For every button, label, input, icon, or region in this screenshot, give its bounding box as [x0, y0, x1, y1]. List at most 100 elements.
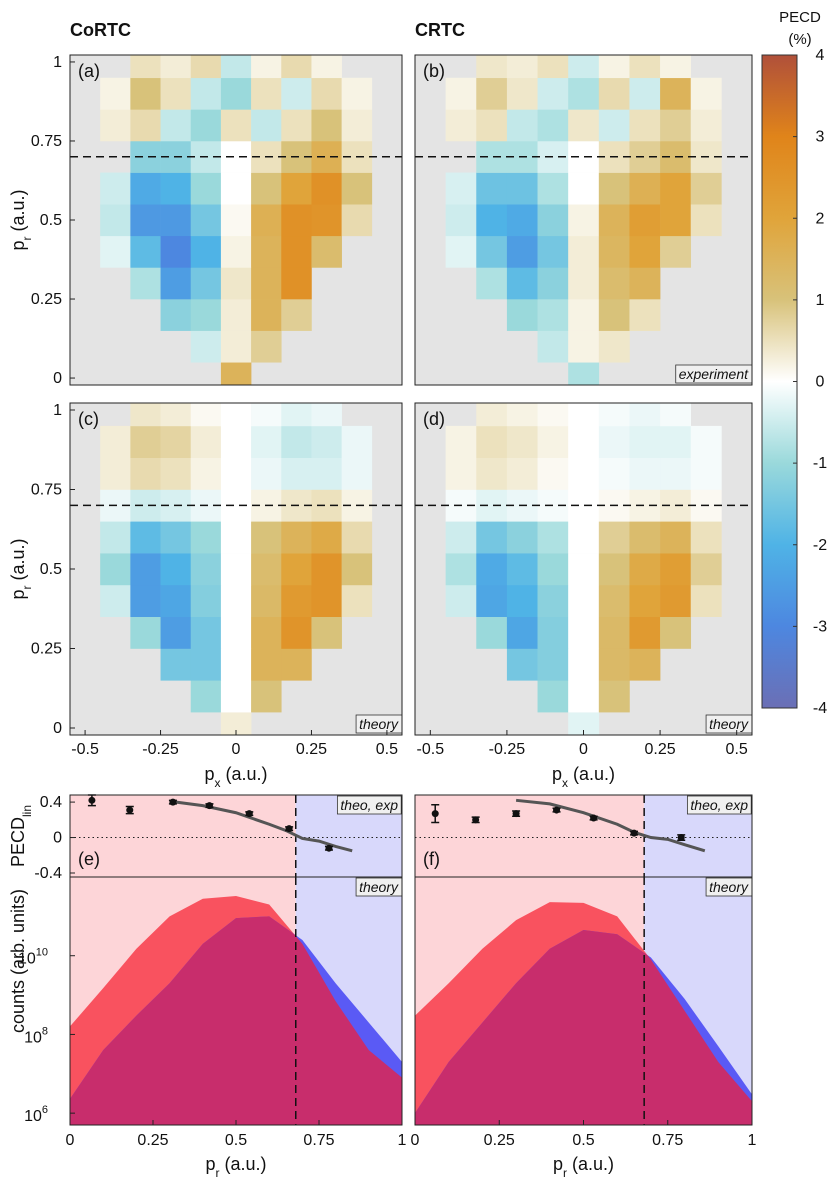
- heatmap-cell: [537, 521, 569, 554]
- x-tick-label: -0.5: [71, 741, 99, 758]
- axes-frame: [69, 876, 403, 1126]
- heatmap-cell: [220, 648, 252, 681]
- data-point: [677, 834, 685, 842]
- heatmap-cell: [476, 109, 508, 142]
- y-tick-label: 0.4: [40, 794, 62, 811]
- axis-label: px (a.u.): [552, 764, 615, 790]
- heatmap-cell: [130, 55, 161, 79]
- heatmap-cells: [445, 55, 722, 385]
- heatmap-cell: [598, 109, 630, 142]
- heatmap-cell: [506, 403, 538, 427]
- heatmap-cell: [690, 204, 722, 237]
- heatmap-cell: [190, 457, 222, 490]
- y-tick-label: 1: [53, 54, 62, 71]
- heatmap-cell: [506, 616, 538, 649]
- heatmap-cell: [445, 425, 477, 458]
- x-tick-label: 0.5: [376, 741, 398, 758]
- x-tick-label: 0.75: [652, 1132, 683, 1149]
- heatmap-cell: [598, 55, 630, 79]
- heatmap-cell: [251, 55, 282, 79]
- heatmap-cell: [251, 299, 282, 331]
- axis-label-sub: x: [562, 776, 568, 790]
- heatmap-cell: [568, 172, 600, 205]
- heatmap-cell: [568, 204, 600, 237]
- heatmap-cell: [130, 489, 161, 522]
- axis-label-sub: x: [215, 776, 221, 790]
- heatmap-cell: [506, 457, 538, 490]
- heatmap-cell: [281, 584, 312, 618]
- panel-tag: theory: [359, 716, 399, 732]
- heatmap-cell: [281, 457, 312, 490]
- heatmap-cell: [190, 680, 222, 713]
- data-point: [205, 802, 213, 810]
- heatmap-cell: [220, 235, 252, 268]
- data-point: [472, 816, 480, 824]
- heatmap-cell: [220, 553, 252, 586]
- heatmap-cell: [506, 299, 538, 331]
- heatmap-cell: [281, 267, 312, 300]
- panel-tag: theory: [709, 716, 749, 732]
- heatmap-cell: [281, 299, 312, 331]
- heatmap-cell: [445, 553, 477, 586]
- heatmap-cell: [220, 267, 252, 300]
- heatmap-cell: [598, 330, 630, 363]
- heatmap-cell: [506, 553, 538, 586]
- panel-label: (d): [423, 409, 445, 429]
- colorbar: [761, 54, 798, 709]
- x-tick-label: 0.25: [137, 1132, 168, 1149]
- axis-label-part: counts (arb. units): [8, 889, 28, 1033]
- heatmap-cell: [160, 521, 192, 554]
- axes-frame: [414, 402, 753, 736]
- heatmap-cell: [476, 267, 508, 300]
- y-tick-label: 0: [53, 830, 62, 847]
- heatmap-cell: [311, 425, 342, 458]
- heatmap-cell: [537, 330, 569, 363]
- region-low: [415, 795, 645, 877]
- y-tick-label: 0.25: [31, 641, 62, 658]
- heatmap-cell: [281, 403, 312, 427]
- x-tick-label: 0: [232, 741, 241, 758]
- axis-label-sub: r: [20, 586, 34, 590]
- areas: [415, 902, 752, 1125]
- heatmap-cell: [160, 235, 192, 268]
- heatmap-cell: [160, 109, 192, 142]
- y-tick-label: 1010: [18, 947, 48, 968]
- heatmap-cell: [190, 521, 222, 554]
- heatmap-cell: [506, 204, 538, 237]
- heatmap-cell: [476, 204, 508, 237]
- x-tick-label: 0.25: [645, 741, 676, 758]
- heatmap-cell: [341, 425, 373, 458]
- heatmap-cell: [251, 172, 282, 205]
- heatmap-cell: [311, 616, 342, 649]
- axis-label: pr (a.u.): [8, 538, 34, 599]
- heatmap-cell: [629, 616, 661, 649]
- panel-label: (b): [423, 61, 445, 81]
- heatmap-cell: [281, 425, 312, 458]
- heatmap-cell: [537, 616, 569, 649]
- x-tick-label: -0.5: [417, 741, 445, 758]
- y-tick-label: 108: [24, 1025, 48, 1046]
- heatmap-cell: [445, 521, 477, 554]
- heatmap-cell: [445, 204, 477, 237]
- heatmap-cell: [220, 712, 252, 735]
- heatmap-cell: [445, 584, 477, 618]
- panel-label: (a): [78, 61, 100, 81]
- heatmap-cell: [251, 457, 282, 490]
- heatmap-cell: [660, 584, 692, 618]
- heatmap-cell: [190, 330, 222, 363]
- y-tick-label: 1: [53, 402, 62, 419]
- heatmap-cell: [568, 267, 600, 300]
- heatmap-cell: [598, 172, 630, 205]
- x-tick-label: 0: [579, 741, 588, 758]
- heatmap-cell: [598, 584, 630, 618]
- region-low: [70, 795, 296, 877]
- heatmap-cell: [341, 204, 373, 237]
- panel-tag: theo, exp: [340, 797, 398, 813]
- heatmap-cell: [251, 648, 282, 681]
- column-title: CoRTC: [70, 20, 131, 40]
- heatmap-cell: [311, 553, 342, 586]
- heatmap-cell: [476, 55, 508, 79]
- heatmap-cell: [598, 77, 630, 110]
- heatmap-cell: [251, 553, 282, 586]
- heatmap-cell: [445, 172, 477, 205]
